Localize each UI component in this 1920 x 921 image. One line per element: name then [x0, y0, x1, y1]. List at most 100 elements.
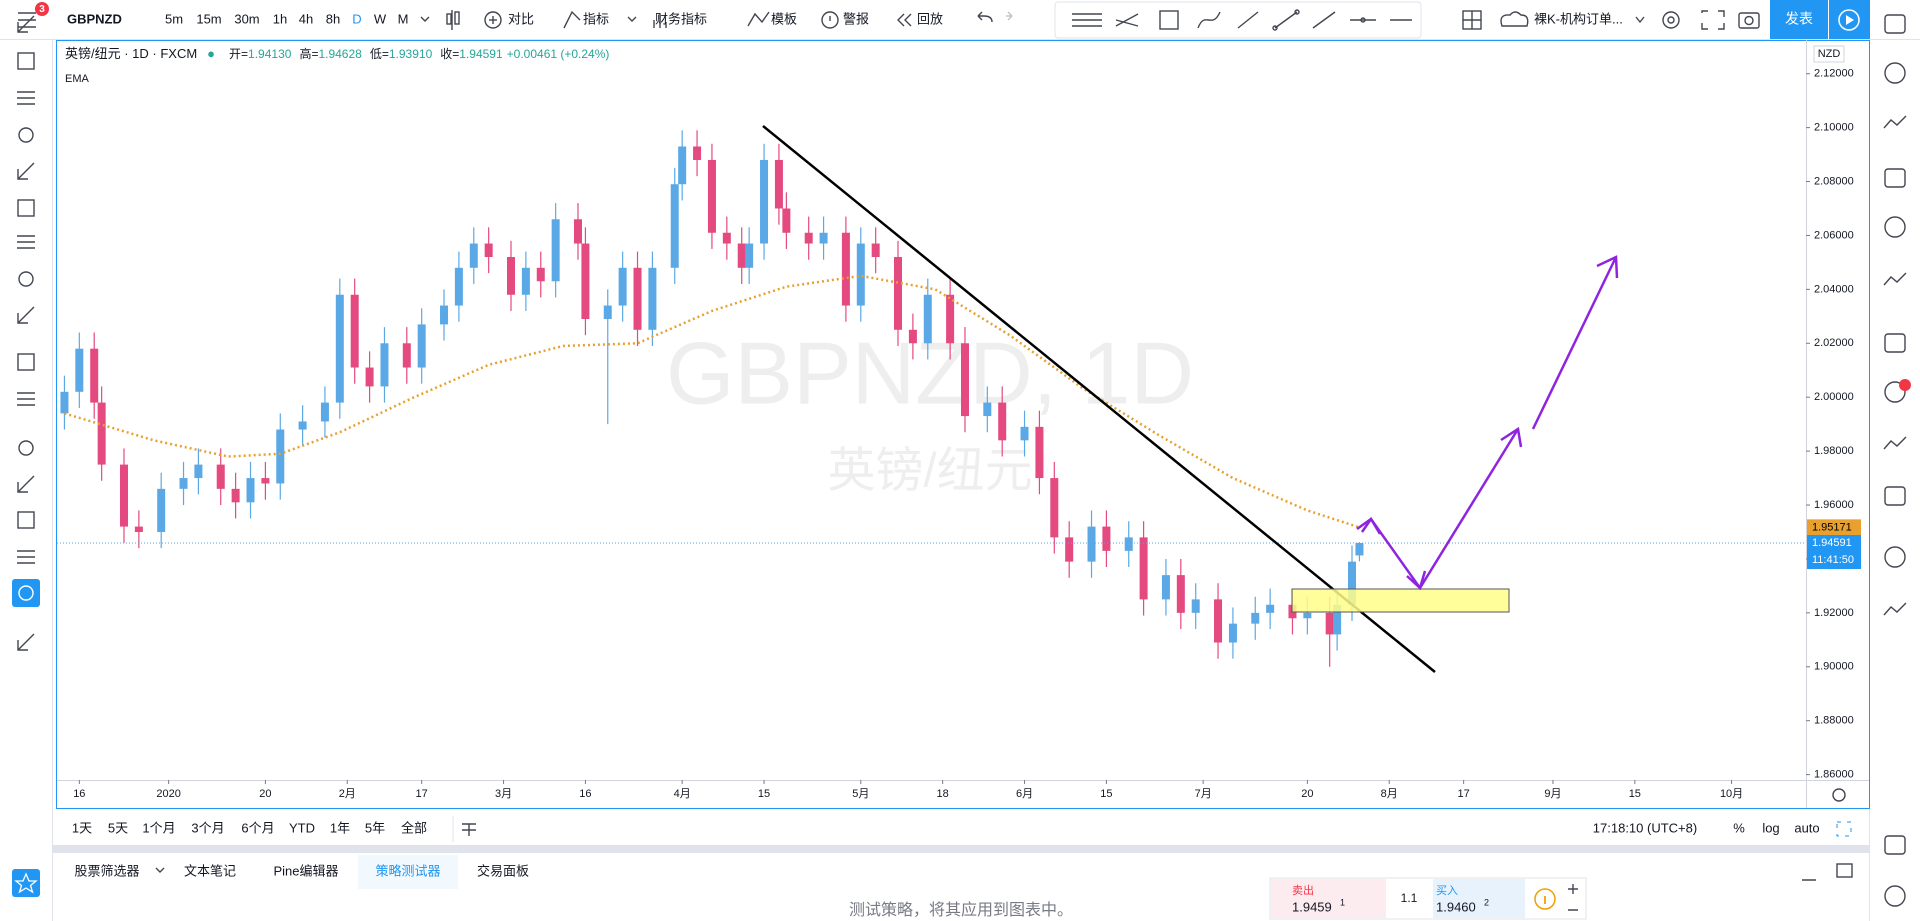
info-icon[interactable]: [1534, 888, 1556, 910]
chevron[interactable]: [627, 16, 637, 22]
tool-icon[interactable]: [17, 306, 35, 324]
tool-icon[interactable]: [17, 162, 35, 180]
panel-tab[interactable]: 股票筛选器: [74, 863, 139, 878]
chevron[interactable]: [420, 16, 430, 22]
sidebar-icon[interactable]: [1884, 486, 1906, 506]
sidebar-icon[interactable]: [1884, 62, 1906, 84]
quantity-stepper[interactable]: [1568, 884, 1578, 911]
tool-icon[interactable]: [17, 511, 35, 529]
toolbar-button[interactable]: 指标: [583, 11, 609, 26]
panel-tab[interactable]: 交易面板: [477, 863, 529, 878]
toolbar-button[interactable]: 警报: [843, 11, 869, 26]
sidebar-icon[interactable]: [1884, 835, 1906, 855]
sidebar-icon[interactable]: [1883, 272, 1907, 286]
tool-icon[interactable]: [17, 91, 35, 105]
sidebar-icon[interactable]: [1884, 381, 1906, 403]
panel-tab[interactable]: Pine编辑器: [273, 863, 338, 878]
trend-line[interactable]: [762, 125, 1436, 673]
candle-body: [350, 294, 359, 368]
sidebar-icon[interactable]: [1884, 168, 1906, 188]
goto-icon[interactable]: [462, 823, 476, 836]
toolbar-icons[interactable]: [446, 10, 1760, 30]
buy-button[interactable]: [1433, 879, 1525, 918]
panel-tab[interactable]: 文本笔记: [184, 863, 236, 878]
tool-icon[interactable]: [18, 127, 34, 143]
interval[interactable]: 8h: [326, 11, 340, 26]
interval[interactable]: 1h: [273, 11, 287, 26]
range-button[interactable]: 1天: [72, 820, 92, 835]
range-button[interactable]: 1个月: [142, 820, 175, 835]
scale-option[interactable]: log: [1762, 820, 1779, 835]
tool-icon[interactable]: [17, 550, 35, 564]
candle-body: [678, 146, 687, 185]
tool-icon[interactable]: [17, 15, 35, 33]
publish-label[interactable]: 发表: [1785, 11, 1813, 27]
layout-name[interactable]: 裸K-机构订单...: [1534, 11, 1623, 26]
sidebar-icon[interactable]: [1883, 602, 1907, 616]
toolbar-button[interactable]: 模板: [771, 11, 797, 26]
candle-body: [946, 294, 955, 344]
tool-icon[interactable]: [18, 585, 34, 601]
menu-icon[interactable]: [18, 12, 36, 28]
sidebar-icon[interactable]: [1884, 14, 1906, 34]
sidebar-icon[interactable]: [1884, 546, 1906, 568]
interval[interactable]: 15m: [196, 11, 221, 26]
range-button[interactable]: YTD: [289, 820, 315, 835]
sidebar-icon[interactable]: [1883, 436, 1907, 450]
candle-body: [335, 294, 344, 403]
sidebar-icon[interactable]: [1883, 115, 1907, 129]
range-button[interactable]: 6个月: [241, 820, 274, 835]
tool-icon[interactable]: [17, 52, 35, 70]
tool-icon[interactable]: [17, 475, 35, 493]
tool-icon[interactable]: [17, 633, 35, 651]
scale-option[interactable]: %: [1733, 820, 1745, 835]
last-price-box: [1807, 535, 1861, 570]
sidebar-icon[interactable]: [1884, 885, 1906, 907]
tool-icon[interactable]: [18, 271, 34, 287]
symbol[interactable]: GBPNZD: [67, 11, 122, 26]
x-tick-label: 18: [937, 788, 949, 800]
toolbar-button[interactable]: 对比: [508, 11, 534, 26]
sidebar-icon[interactable]: [1884, 333, 1906, 353]
range-button[interactable]: 全部: [401, 820, 427, 835]
range-button[interactable]: 1年: [330, 820, 350, 835]
fullscreen-icon[interactable]: [1836, 821, 1852, 837]
zone-rectangle[interactable]: [1291, 588, 1510, 613]
notification-badge: [1899, 379, 1911, 391]
sell-button[interactable]: [1271, 879, 1386, 918]
interval[interactable]: 5m: [165, 11, 183, 26]
currency-box: [1813, 45, 1845, 63]
interval[interactable]: D: [352, 11, 361, 26]
scale-option[interactable]: auto: [1794, 820, 1819, 835]
candle-body: [670, 184, 679, 268]
interval[interactable]: 30m: [234, 11, 259, 26]
ohlc-value: 1.94130: [248, 47, 292, 61]
tool-icon[interactable]: [17, 199, 35, 217]
tool-icon[interactable]: [17, 353, 35, 371]
interval[interactable]: 4h: [299, 11, 313, 26]
toolbar-button[interactable]: 财务指标: [655, 11, 707, 26]
right-toolbar: [1883, 14, 1911, 907]
chevron[interactable]: [155, 867, 165, 873]
publish-button[interactable]: [1770, 0, 1828, 39]
tool-icon[interactable]: [17, 392, 35, 406]
range-button[interactable]: 5年: [365, 820, 385, 835]
favorites-button[interactable]: [12, 869, 40, 897]
panel-tab[interactable]: 策略测试器: [375, 863, 440, 878]
candle-body: [722, 232, 731, 244]
tool-icon[interactable]: [17, 235, 35, 249]
interval[interactable]: W: [374, 11, 387, 26]
x-tick-label: 10月: [1720, 788, 1743, 800]
range-button[interactable]: 5天: [108, 820, 128, 835]
toolbar-button[interactable]: 回放: [917, 11, 943, 26]
tool-icon[interactable]: [18, 440, 34, 456]
y-tick-label: 2.08000: [1814, 175, 1854, 187]
maximize-icon[interactable]: [1836, 863, 1853, 878]
sidebar-icon[interactable]: [1884, 216, 1906, 238]
path-arrow[interactable]: [1356, 255, 1619, 591]
interval[interactable]: M: [398, 11, 409, 26]
range-button[interactable]: 3个月: [191, 820, 224, 835]
drawing-tools[interactable]: [1072, 9, 1412, 31]
settings-icon[interactable]: [1832, 788, 1846, 802]
